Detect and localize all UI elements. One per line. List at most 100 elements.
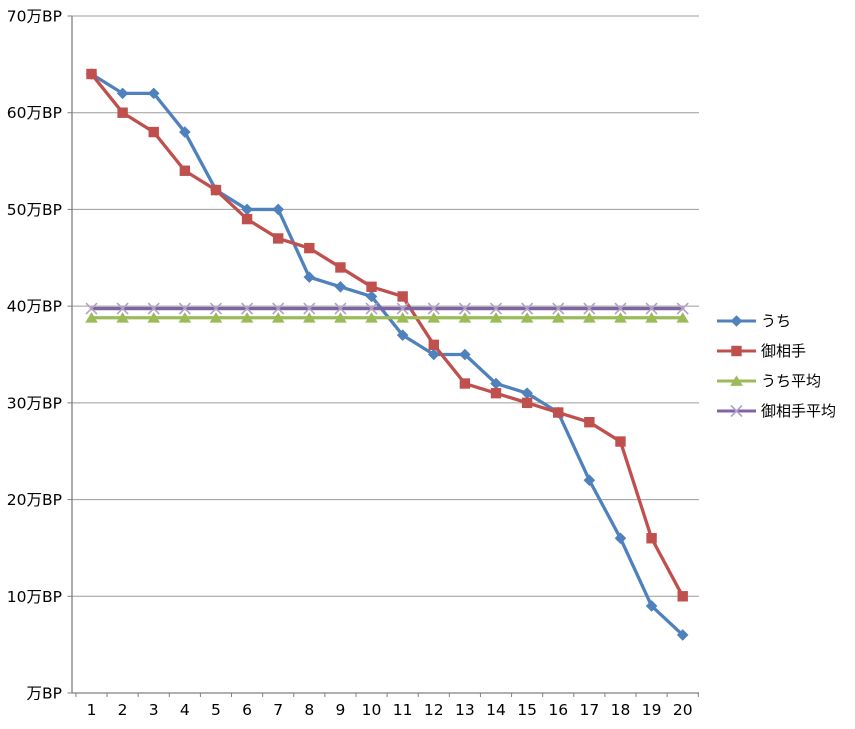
data-point-diamond (334, 281, 347, 293)
x-axis-label: 14 (486, 701, 506, 719)
legend-item-uchi: うち (716, 306, 836, 336)
data-point-square (677, 591, 688, 602)
x-axis-label: 2 (118, 701, 128, 719)
data-point-x (645, 302, 658, 315)
data-point-square (86, 68, 97, 80)
x-axis-label: 12 (424, 701, 444, 719)
legend-label: 御相手平均 (761, 401, 837, 420)
chart-legend: うち 御相手 うち平均 御相手平均 (716, 306, 836, 426)
x-axis-label: 19 (642, 701, 662, 719)
data-point-x (396, 302, 409, 315)
data-point-diamond (179, 126, 191, 138)
data-point-square (397, 291, 408, 302)
data-point-diamond (490, 377, 502, 390)
data-point-triangle (303, 312, 316, 323)
data-point-diamond (583, 474, 596, 487)
data-point-diamond (147, 87, 160, 100)
series-0 (85, 68, 689, 641)
data-point-square (553, 407, 564, 418)
y-axis-label: 70万BP (7, 8, 62, 26)
legend-item-oaite-heikin: 御相手平均 (716, 396, 836, 426)
data-point-x (458, 302, 471, 315)
data-point-square (646, 533, 657, 544)
data-point-square (584, 417, 595, 428)
data-point-triangle (85, 312, 98, 323)
data-point-diamond (521, 387, 533, 399)
data-point-square (731, 345, 742, 357)
series-line-0 (89, 72, 685, 637)
data-point-diamond (676, 629, 689, 641)
data-point-x (614, 302, 627, 315)
legend-marker-uchi (717, 315, 756, 327)
x-axis-label: 17 (579, 701, 599, 719)
data-point-x (730, 404, 743, 418)
y-axis-label: 20万BP (7, 491, 62, 509)
data-point-triangle (240, 312, 254, 323)
data-point-diamond (241, 203, 253, 216)
data-point-triangle (271, 312, 285, 323)
y-axis-label: 40万BP (7, 298, 62, 316)
data-point-square (335, 262, 346, 273)
data-point-x (427, 302, 440, 315)
data-point-x (178, 302, 191, 315)
series-3 (85, 302, 689, 315)
x-axis-label: 15 (517, 701, 537, 719)
data-point-square (117, 107, 128, 118)
data-point-triangle (614, 312, 627, 323)
legend-label: うち (761, 311, 792, 330)
legend-marker-oaite-heikin (717, 404, 756, 418)
series-line-1 (89, 72, 685, 598)
x-axis-label: 13 (455, 701, 475, 719)
data-point-triangle (178, 312, 192, 323)
x-axis-label: 18 (611, 701, 631, 719)
data-point-triangle (147, 312, 161, 323)
data-point-triangle (116, 312, 129, 323)
legend-marker-oaite (717, 345, 756, 357)
data-point-x (241, 302, 254, 315)
data-point-x (583, 302, 596, 315)
data-point-diamond (614, 532, 627, 545)
data-point-triangle (396, 312, 409, 323)
legend-item-oaite: 御相手 (716, 336, 836, 366)
data-point-x (334, 302, 347, 315)
data-point-x (489, 302, 503, 315)
series-2 (85, 312, 690, 323)
data-point-triangle (645, 312, 658, 323)
data-point-square (210, 184, 222, 196)
y-axis-label: 60万BP (7, 104, 62, 122)
x-axis-label: 8 (304, 701, 314, 719)
y-axis-label: 10万BP (7, 588, 62, 606)
data-point-triangle (676, 312, 690, 323)
x-axis-label: 5 (211, 701, 221, 719)
data-point-square (272, 233, 284, 244)
data-point-triangle (334, 312, 347, 323)
data-point-diamond (459, 348, 471, 361)
y-axis-label: 50万BP (7, 201, 62, 219)
data-point-square (148, 126, 159, 138)
data-point-diamond (365, 290, 378, 303)
data-point-x (365, 302, 378, 315)
data-point-triangle (427, 312, 441, 323)
legend-item-uchi-heikin: うち平均 (716, 366, 836, 396)
data-point-triangle (520, 312, 534, 323)
data-point-triangle (458, 312, 472, 323)
y-axis-label: 万BP (27, 685, 62, 703)
data-point-square (179, 165, 191, 176)
data-point-square (304, 242, 315, 254)
x-axis-label: 3 (149, 701, 159, 719)
data-point-triangle (489, 312, 503, 323)
data-point-diamond (645, 600, 658, 612)
data-point-x (116, 302, 129, 315)
series-1 (86, 68, 688, 602)
data-point-x (521, 302, 534, 315)
data-point-square (428, 339, 439, 351)
x-axis-label: 6 (242, 701, 252, 719)
data-point-diamond (303, 271, 316, 283)
data-point-diamond (116, 87, 129, 100)
x-axis-label: 10 (362, 701, 382, 719)
data-point-diamond (396, 329, 409, 341)
data-point-triangle (209, 312, 223, 323)
data-point-x (303, 302, 316, 315)
